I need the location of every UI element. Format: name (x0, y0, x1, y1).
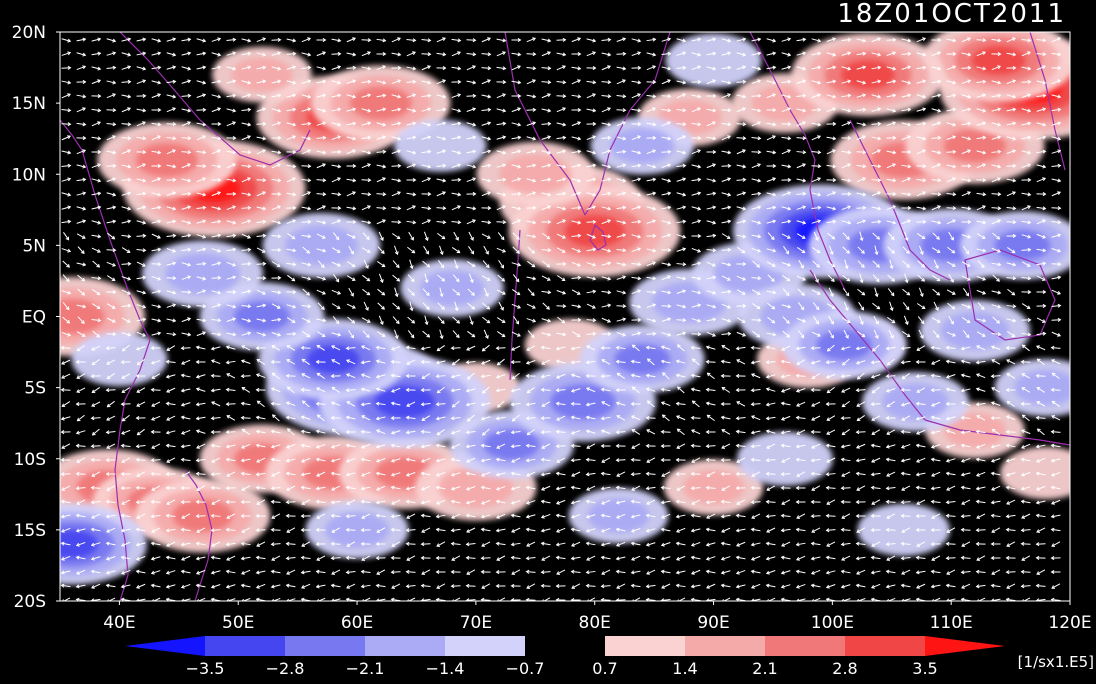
plot-area (0, 19, 1096, 602)
field-contour-32-3 (307, 345, 359, 373)
field-contour-58-0 (666, 33, 762, 87)
field-contour-6-3 (565, 215, 625, 247)
timestamp-label: 18Z01OCT2011 (837, 0, 1066, 29)
field-contour-35-1 (285, 225, 357, 265)
field-contour-36-1 (420, 270, 484, 305)
field-contour-52-1 (325, 512, 389, 547)
field-contour-3-2 (350, 86, 412, 120)
field-contour-13-3 (972, 46, 1025, 75)
field-contour-38-2 (484, 429, 539, 459)
field-contour-7-1 (499, 154, 571, 194)
field-contour-23-1 (683, 470, 744, 504)
field-contour-1-2 (136, 143, 198, 177)
field-contour-57-1 (610, 128, 674, 163)
field-contour-54-0 (737, 432, 833, 486)
field-contour-4-1 (231, 58, 292, 92)
field-contour-14-3 (841, 60, 894, 89)
field-contour-56-0 (394, 120, 486, 172)
field-contour-34-1 (165, 253, 240, 294)
